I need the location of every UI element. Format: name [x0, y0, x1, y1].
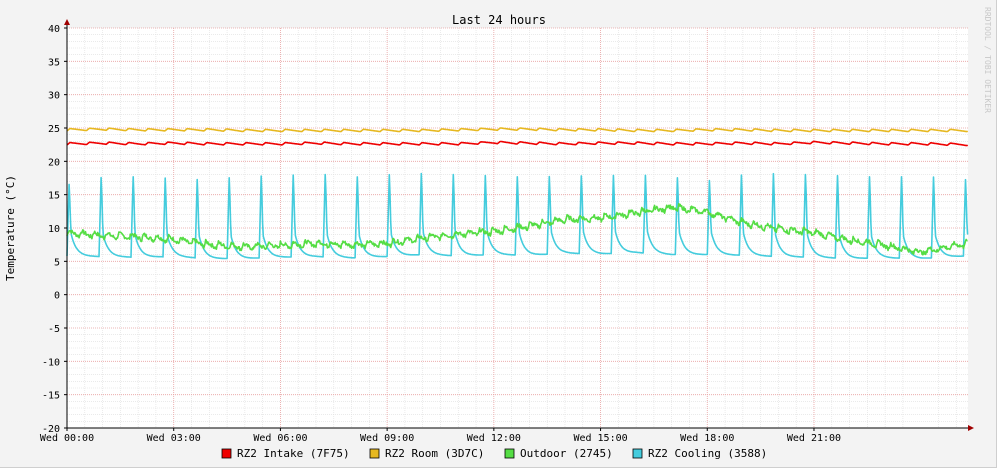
y-tick-label: 20: [48, 157, 60, 168]
y-tick-label: -5: [48, 324, 60, 335]
x-tick-label: Wed 06:00: [253, 433, 307, 444]
x-tick-label: Wed 00:00: [40, 433, 94, 444]
y-tick-label: 30: [48, 91, 60, 102]
y-axis-label: Temperature (°C): [4, 175, 17, 281]
y-tick-label: -10: [42, 357, 60, 368]
x-axis-arrow-icon: [968, 425, 974, 431]
legend: RZ2 Intake (7F75) RZ2 Room (3D7C) Outdoor …: [221, 447, 767, 460]
legend-label: Outdoor (2745): [520, 447, 613, 460]
y-tick-label: 35: [48, 57, 60, 68]
series-line-0: [66, 140, 969, 147]
x-tick-label: Wed 18:00: [680, 433, 734, 444]
legend-label: RZ2 Room (3D7C): [385, 447, 484, 460]
y-tick-label: 15: [48, 191, 60, 202]
legend-swatch: [504, 448, 515, 459]
y-tick-label: 40: [48, 24, 60, 35]
y-tick-label: -20: [42, 424, 60, 435]
x-tick-label: Wed 21:00: [787, 433, 841, 444]
x-tick-label: Wed 15:00: [573, 433, 627, 444]
series-line-2: [66, 202, 968, 256]
chart-title: Last 24 hours: [452, 13, 546, 27]
series-line-3: [66, 172, 969, 260]
x-tick-label: Wed 03:00: [147, 433, 201, 444]
axes: [64, 19, 974, 431]
legend-swatch: [221, 448, 232, 459]
y-tick-label: 25: [48, 124, 60, 135]
y-axis-arrow-icon: [64, 19, 70, 25]
y-tick-label: 5: [54, 257, 60, 268]
y-tick-label: -15: [42, 391, 60, 402]
legend-swatch: [632, 448, 643, 459]
series-lines: [66, 127, 969, 260]
watermark-text: RRDTOOL / TOBI OETIKER: [983, 7, 992, 113]
y-tick-label: 0: [54, 291, 60, 302]
x-tick-label: Wed 12:00: [467, 433, 521, 444]
y-tick-label: 10: [48, 224, 60, 235]
legend-label: RZ2 Intake (7F75): [237, 447, 350, 460]
series-line-1: [66, 127, 969, 133]
x-tick-label: Wed 09:00: [360, 433, 414, 444]
legend-label: RZ2 Cooling (3588): [648, 447, 767, 460]
legend-swatch: [369, 448, 380, 459]
